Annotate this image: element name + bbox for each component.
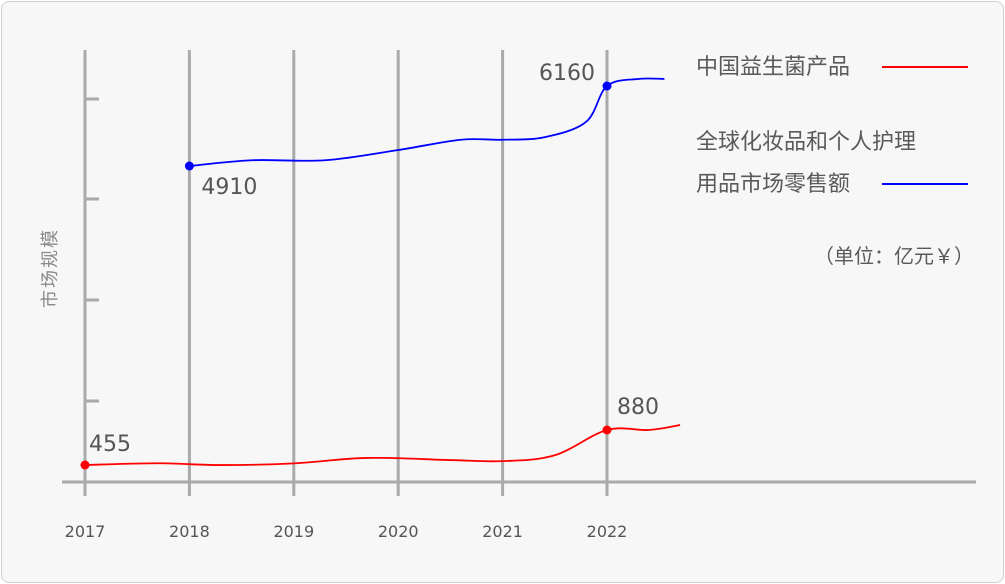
legend-label-red: 中国益生菌产品 [696,55,851,80]
data-label-4910: 4910 [201,175,257,200]
data-label-6160: 6160 [539,61,595,86]
data-label-880: 880 [617,395,659,420]
legend-swatch-blue [882,183,968,185]
legend-label-blue-line2: 用品市场零售额 [696,172,851,197]
data-point-6160 [602,81,612,91]
series-line-1 [84,424,681,466]
data-labels: 455 880 4910 6160 [89,61,659,457]
axes [62,97,976,484]
data-point-455 [80,460,90,470]
series-line-2 [189,77,665,167]
gridlines [83,50,609,496]
x-tick-label-2022: 2022 [587,522,628,541]
data-point-4910 [184,161,194,171]
legend-swatch-red [882,66,968,68]
unit-note: （单位：亿元￥） [814,244,974,268]
x-tick-label-2019: 2019 [273,522,314,541]
x-tick-label-2017: 2017 [65,522,106,541]
data-point-880 [602,425,612,435]
y-axis-label: 市场规模 [40,228,61,308]
x-tick-labels: 2017 2018 2019 2020 2021 2022 [65,522,628,541]
x-tick-label-2020: 2020 [378,522,419,541]
data-label-455: 455 [89,432,131,457]
legend-label-blue-line1: 全球化妆品和个人护理 [696,130,917,155]
series-layer [80,77,681,470]
x-tick-label-2021: 2021 [482,522,523,541]
x-tick-label-2018: 2018 [169,522,210,541]
